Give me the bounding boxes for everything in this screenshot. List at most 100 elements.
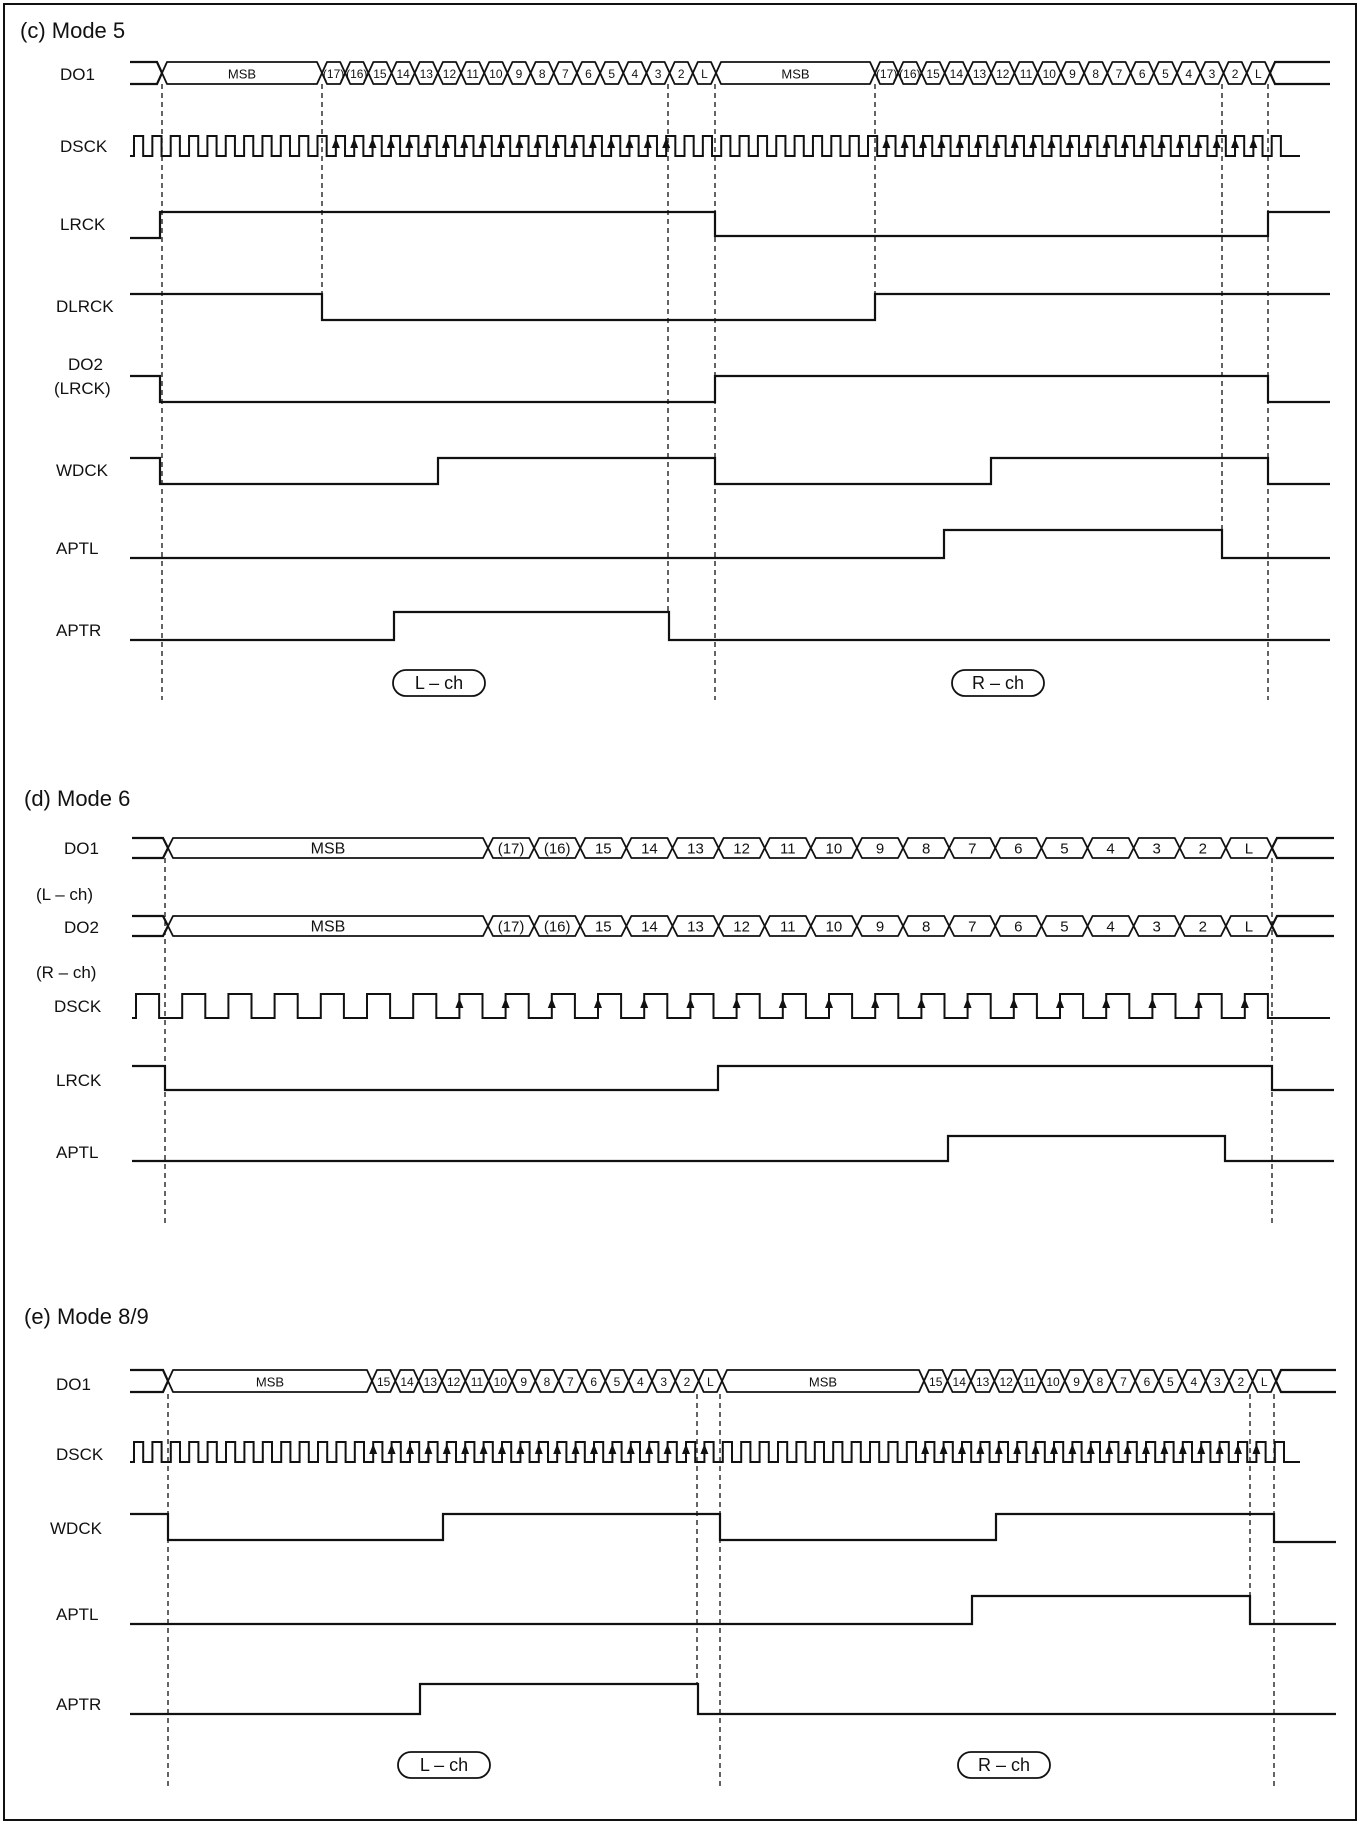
bus-field-label: 4	[1106, 841, 1114, 858]
signal-label-mode5-do1: DO1	[60, 65, 95, 84]
diagram-frame	[3, 3, 1357, 1821]
waveform-mode89-wdck	[130, 1512, 1336, 1544]
clock-edge-arrow	[1240, 998, 1249, 1008]
clock-edge-arrow	[778, 998, 787, 1008]
bus-field-label: 8	[922, 841, 930, 858]
clock-edge-markers-mode89	[369, 1444, 1261, 1454]
bus-idle-line	[132, 847, 169, 860]
signal-label-mode5-aptl: APTL	[56, 539, 99, 558]
bus-field-label: 11	[471, 1375, 484, 1389]
waveform-mode6-dsck	[132, 993, 1330, 1019]
bus-idle-line	[1268, 72, 1330, 86]
section-title-mode5: (c) Mode 5	[20, 18, 125, 43]
bus-field-label: 7	[1120, 1375, 1127, 1389]
bus-field-label: 5	[1060, 841, 1068, 858]
bus-field-label: 12	[733, 841, 750, 858]
clock-edge-arrow	[963, 998, 972, 1008]
bus-field-label: MSB	[256, 1375, 284, 1390]
bus-field-label: 7	[567, 1375, 574, 1389]
bus-field-label: 12	[733, 919, 750, 936]
waveform-mode6-lrck	[132, 1064, 1334, 1092]
signal-label-mode5-lrck: LRCK	[60, 215, 106, 234]
clock-edge-arrow	[663, 1444, 672, 1454]
bus-field-label: 13	[424, 1375, 438, 1389]
clock-edge-arrow	[590, 1444, 598, 1454]
bus-idle-line	[1271, 847, 1334, 860]
waveform-mode5-dlrck	[130, 292, 1330, 322]
clock-edge-arrow	[1013, 1444, 1022, 1454]
clock-edge-arrow	[461, 1444, 470, 1454]
bus-field-label: 8	[922, 919, 930, 936]
clock-edge-arrow	[571, 1444, 580, 1454]
bus-field-label: 4	[632, 67, 639, 81]
bus-field-label: 15	[926, 67, 940, 81]
bus-field-label: 14	[400, 1375, 414, 1389]
clock-edge-arrow	[1231, 138, 1239, 148]
bus-field-label: 3	[1153, 841, 1161, 858]
bus-field-label: 15	[595, 841, 612, 858]
bus-idle-line	[130, 72, 164, 86]
bus-field-label: L	[1245, 919, 1253, 936]
clock-edge-arrow	[1068, 1444, 1077, 1454]
clock-edge-arrow	[626, 1444, 635, 1454]
bus-field-label: 7	[562, 67, 569, 81]
bus-field-label: 9	[520, 1375, 527, 1389]
bus-field-label: 12	[996, 67, 1010, 81]
clock-edge-arrow	[1215, 1444, 1224, 1454]
bus-field-label: 3	[1214, 1375, 1221, 1389]
bus-field-label: 4	[1106, 919, 1114, 936]
clock-edge-arrow	[1086, 1444, 1095, 1454]
bus-field-label: (16)	[544, 919, 571, 936]
bus-field-label: 13	[973, 67, 987, 81]
channel-label-l-ch: L – ch	[397, 1751, 491, 1779]
bus-field-label: 10	[1043, 67, 1057, 81]
clock-edge-arrow	[682, 1444, 690, 1454]
bus-field-label: 15	[595, 919, 612, 936]
bus-field-label: 2	[678, 67, 685, 81]
clock-edge-arrow	[1084, 138, 1093, 148]
clock-edge-arrow	[917, 998, 926, 1008]
clock-edge-arrow	[921, 1444, 930, 1454]
clock-edge-arrow	[515, 138, 524, 148]
waveform-mode5-wdck	[130, 456, 1330, 486]
section-title-mode6: (d) Mode 6	[24, 786, 130, 811]
clock-edge-arrow	[406, 1444, 414, 1454]
waveform-mode5-dsck	[130, 135, 1300, 157]
bus-field-label: 7	[968, 919, 976, 936]
signal-label-mode89-aptr: APTR	[56, 1695, 101, 1714]
clock-edge-arrow	[643, 138, 652, 148]
bus-field-label: 4	[1191, 1375, 1198, 1389]
clock-edge-arrow	[1148, 998, 1157, 1008]
clock-edge-arrow	[607, 138, 616, 148]
bus-field-label: 14	[396, 67, 410, 81]
clock-edge-arrow	[1065, 138, 1074, 148]
section-mode5: (c) Mode 5 DO1 DSCK LRCK DLRCK DO2 (LRCK…	[20, 18, 1330, 700]
bus-field-label: 13	[687, 841, 704, 858]
bus-field-cell	[1251, 1369, 1277, 1393]
bus-field-label: (16)	[899, 67, 920, 81]
clock-edge-arrow	[1123, 1444, 1132, 1454]
bus-idle-line	[1271, 925, 1334, 938]
clock-edge-arrow	[1142, 1444, 1150, 1454]
bus-idle-line	[132, 925, 169, 938]
bus-field-label: 5	[608, 67, 615, 81]
clock-edge-arrow	[955, 138, 964, 148]
clock-edge-arrow	[1157, 138, 1166, 148]
bus-field-label: 9	[876, 919, 884, 936]
bus-field-label: 2	[1199, 841, 1207, 858]
clock-edge-arrow	[992, 138, 1001, 148]
clock-edge-arrow	[387, 1444, 396, 1454]
bus-field-label: L	[701, 67, 708, 81]
clock-edge-arrow	[625, 138, 634, 148]
clock-edge-arrow	[497, 138, 505, 148]
bus-field-label: 2	[1232, 67, 1239, 81]
bus-field-label: 2	[684, 1375, 691, 1389]
signal-label-mode89-aptl: APTL	[56, 1605, 99, 1624]
bus-field-label: 3	[1209, 67, 1216, 81]
waveform-mode89-aptr	[130, 1682, 1336, 1716]
bus-field-label: 14	[641, 919, 658, 936]
bus-field-label: 5	[614, 1375, 621, 1389]
signal-label-mode89-wdck: WDCK	[50, 1519, 103, 1538]
bus-field-label: 7	[1116, 67, 1123, 81]
